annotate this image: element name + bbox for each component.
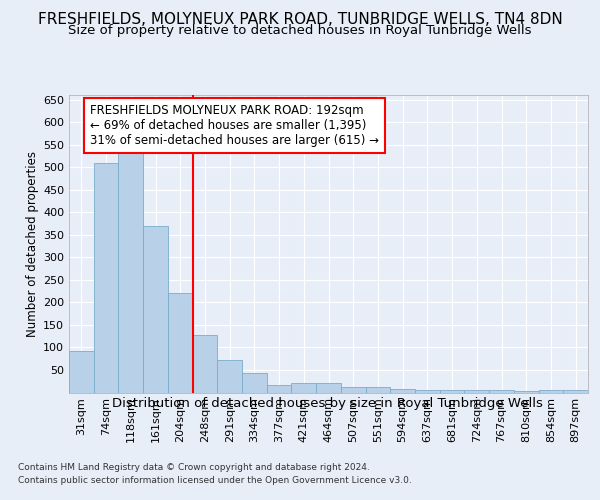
Bar <box>440 390 464 392</box>
Bar <box>217 360 242 392</box>
Bar <box>415 390 440 392</box>
Bar <box>242 373 267 392</box>
Bar <box>365 387 390 392</box>
Bar <box>118 150 143 392</box>
Text: Distribution of detached houses by size in Royal Tunbridge Wells: Distribution of detached houses by size … <box>112 398 542 410</box>
Bar <box>292 384 316 392</box>
Y-axis label: Number of detached properties: Number of detached properties <box>26 151 39 337</box>
Text: Contains public sector information licensed under the Open Government Licence v3: Contains public sector information licen… <box>18 476 412 485</box>
Bar <box>143 226 168 392</box>
Bar <box>316 384 341 392</box>
Bar <box>514 391 539 392</box>
Bar <box>193 335 217 392</box>
Bar <box>489 390 514 392</box>
Text: FRESHFIELDS, MOLYNEUX PARK ROAD, TUNBRIDGE WELLS, TN4 8DN: FRESHFIELDS, MOLYNEUX PARK ROAD, TUNBRID… <box>38 12 562 28</box>
Text: Contains HM Land Registry data © Crown copyright and database right 2024.: Contains HM Land Registry data © Crown c… <box>18 462 370 471</box>
Bar <box>94 162 118 392</box>
Bar <box>168 294 193 392</box>
Bar <box>69 351 94 393</box>
Text: Size of property relative to detached houses in Royal Tunbridge Wells: Size of property relative to detached ho… <box>68 24 532 37</box>
Text: FRESHFIELDS MOLYNEUX PARK ROAD: 192sqm
← 69% of detached houses are smaller (1,3: FRESHFIELDS MOLYNEUX PARK ROAD: 192sqm ←… <box>90 104 379 147</box>
Bar <box>539 390 563 392</box>
Bar <box>390 389 415 392</box>
Bar <box>464 390 489 392</box>
Bar <box>563 390 588 392</box>
Bar <box>341 387 365 392</box>
Bar <box>267 385 292 392</box>
